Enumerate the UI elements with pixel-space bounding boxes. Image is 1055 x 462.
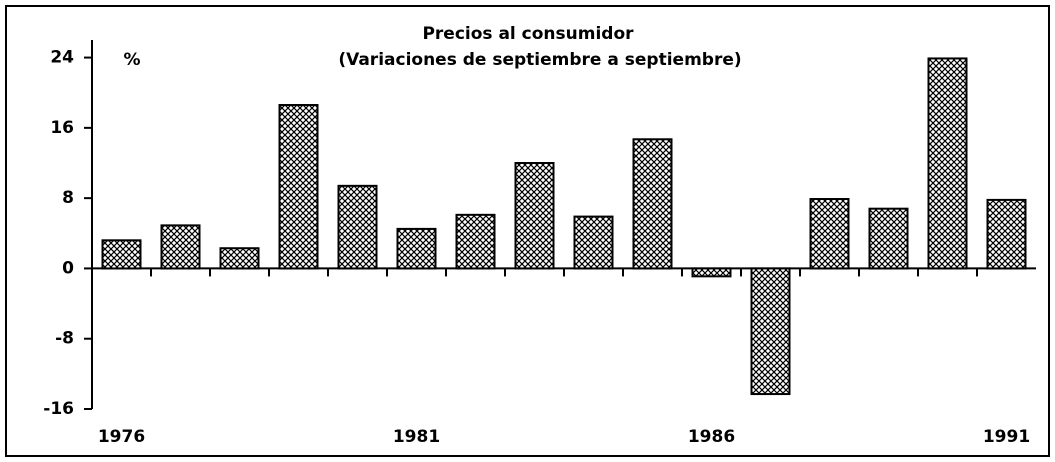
- bar: [632, 138, 673, 270]
- bar: [278, 104, 319, 270]
- bar: [219, 247, 260, 270]
- y-tick-label: 24: [50, 48, 74, 68]
- chart-subtitle: (Variaciones de septiembre a septiembre): [338, 50, 741, 70]
- y-tick-label: -8: [55, 329, 74, 349]
- bar: [691, 267, 732, 278]
- y-tick-label: 0: [62, 258, 74, 278]
- x-tick-label: 1981: [393, 427, 440, 447]
- y-tick-label: -16: [43, 399, 74, 419]
- bar: [514, 162, 555, 270]
- y-tick-label: 16: [50, 118, 74, 138]
- chart-title: Precios al consumidor: [422, 24, 634, 44]
- bar: [809, 198, 850, 270]
- unit-label: %: [123, 50, 140, 70]
- bar: [750, 267, 791, 396]
- x-tick-label: 1986: [688, 427, 735, 447]
- y-tick-label: 8: [62, 188, 74, 208]
- bar: [337, 184, 378, 270]
- x-tick-label: 1991: [983, 427, 1030, 447]
- bar: [573, 215, 614, 270]
- bar: [455, 213, 496, 270]
- bar: [101, 239, 142, 270]
- bar: [986, 198, 1027, 270]
- bar: [868, 207, 909, 270]
- bar: [396, 227, 437, 270]
- bar: [927, 57, 968, 270]
- x-tick-label: 1976: [98, 427, 145, 447]
- frame: [5, 5, 1050, 457]
- bar: [160, 224, 201, 270]
